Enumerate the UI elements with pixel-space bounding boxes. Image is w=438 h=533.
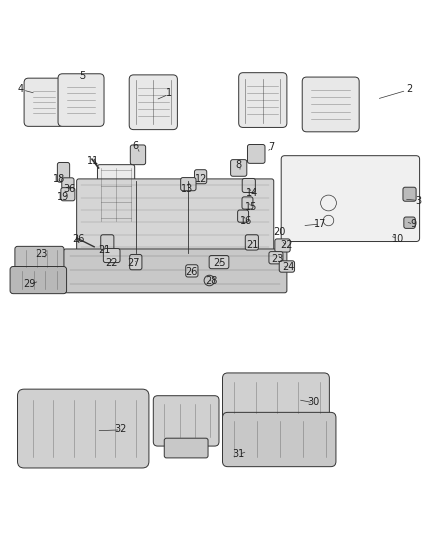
Text: 20: 20 xyxy=(273,228,285,237)
Text: 7: 7 xyxy=(268,142,275,152)
FancyBboxPatch shape xyxy=(64,249,287,293)
Text: 9: 9 xyxy=(410,219,417,229)
FancyBboxPatch shape xyxy=(247,144,265,163)
Text: 4: 4 xyxy=(18,84,24,94)
Text: 16: 16 xyxy=(240,215,252,225)
FancyBboxPatch shape xyxy=(153,395,219,446)
Text: 24: 24 xyxy=(282,262,294,271)
FancyBboxPatch shape xyxy=(209,255,229,269)
FancyBboxPatch shape xyxy=(77,179,274,255)
Text: 23: 23 xyxy=(272,254,284,264)
Text: 21: 21 xyxy=(98,245,110,255)
Text: 3: 3 xyxy=(415,196,421,206)
Text: 8: 8 xyxy=(236,160,242,170)
FancyBboxPatch shape xyxy=(24,78,64,126)
Text: 10: 10 xyxy=(392,234,404,244)
Text: 15: 15 xyxy=(245,203,258,212)
FancyBboxPatch shape xyxy=(403,187,416,201)
FancyBboxPatch shape xyxy=(97,165,135,224)
FancyBboxPatch shape xyxy=(180,177,196,191)
FancyBboxPatch shape xyxy=(186,265,198,277)
Text: 22: 22 xyxy=(106,258,118,268)
FancyBboxPatch shape xyxy=(281,156,420,241)
Text: 11: 11 xyxy=(87,156,99,166)
Text: 22: 22 xyxy=(281,240,293,251)
Text: 13: 13 xyxy=(180,183,193,193)
Text: 21: 21 xyxy=(246,240,258,251)
FancyBboxPatch shape xyxy=(242,179,255,192)
Text: 1: 1 xyxy=(166,88,172,99)
Text: 14: 14 xyxy=(246,188,258,198)
FancyBboxPatch shape xyxy=(279,261,295,272)
FancyBboxPatch shape xyxy=(57,163,70,182)
Text: 12: 12 xyxy=(195,174,208,184)
FancyBboxPatch shape xyxy=(242,197,253,209)
FancyBboxPatch shape xyxy=(129,75,177,130)
Text: 17: 17 xyxy=(314,219,326,229)
Text: 19: 19 xyxy=(57,192,70,203)
FancyBboxPatch shape xyxy=(269,252,283,264)
FancyBboxPatch shape xyxy=(275,239,290,252)
FancyBboxPatch shape xyxy=(18,389,149,468)
Text: 18: 18 xyxy=(53,174,65,184)
FancyBboxPatch shape xyxy=(101,235,114,250)
Text: 30: 30 xyxy=(307,397,319,407)
Text: 29: 29 xyxy=(24,279,36,289)
FancyBboxPatch shape xyxy=(131,145,145,165)
FancyBboxPatch shape xyxy=(404,217,415,229)
Text: 26: 26 xyxy=(72,235,84,244)
Text: 28: 28 xyxy=(205,276,217,286)
FancyBboxPatch shape xyxy=(223,413,336,467)
FancyBboxPatch shape xyxy=(58,74,104,126)
FancyBboxPatch shape xyxy=(10,266,67,294)
FancyBboxPatch shape xyxy=(103,248,120,263)
FancyBboxPatch shape xyxy=(15,246,64,271)
FancyBboxPatch shape xyxy=(231,159,247,176)
Text: 27: 27 xyxy=(127,258,140,268)
FancyBboxPatch shape xyxy=(223,373,329,423)
FancyBboxPatch shape xyxy=(245,235,258,250)
Text: 2: 2 xyxy=(406,84,413,94)
FancyBboxPatch shape xyxy=(302,77,359,132)
Text: 25: 25 xyxy=(214,258,226,268)
Text: 36: 36 xyxy=(63,183,75,193)
Text: 32: 32 xyxy=(114,424,127,434)
FancyBboxPatch shape xyxy=(238,210,249,222)
FancyBboxPatch shape xyxy=(164,438,208,458)
Text: 23: 23 xyxy=(35,249,48,259)
Text: 5: 5 xyxy=(79,71,85,81)
Text: 6: 6 xyxy=(133,141,139,151)
FancyBboxPatch shape xyxy=(61,188,75,201)
FancyBboxPatch shape xyxy=(194,169,207,184)
Text: 31: 31 xyxy=(233,449,245,459)
Text: 26: 26 xyxy=(186,266,198,277)
FancyBboxPatch shape xyxy=(239,72,287,127)
FancyBboxPatch shape xyxy=(130,254,142,270)
FancyBboxPatch shape xyxy=(62,178,74,189)
